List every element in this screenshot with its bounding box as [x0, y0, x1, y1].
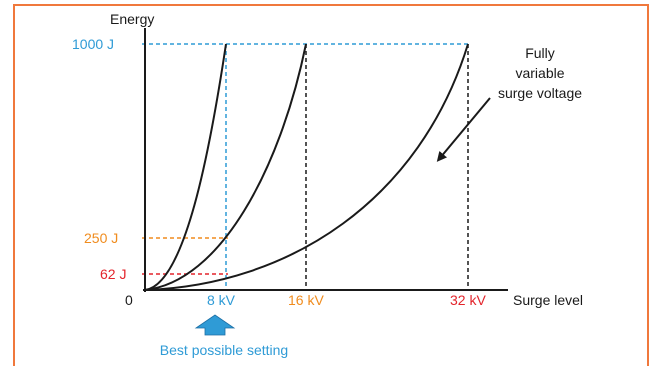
- annotation-line-3: surge voltage: [498, 85, 582, 101]
- energy-label-250j: 250 J: [84, 230, 118, 246]
- annotation-line-1: Fully: [525, 45, 555, 61]
- curve-16kv: [144, 43, 307, 291]
- energy-label-62j: 62 J: [100, 266, 126, 282]
- voltage-label-32kv: 32 kV: [450, 292, 486, 308]
- best-setting-label: Best possible setting: [160, 342, 288, 358]
- up-arrow-icon: [194, 314, 236, 336]
- voltage-label-16kv: 16 kV: [288, 292, 324, 308]
- energy-label-1000j: 1000 J: [72, 36, 114, 52]
- y-axis-label: Energy: [110, 11, 154, 27]
- voltage-label-8kv: 8 kV: [207, 292, 236, 308]
- x-axis-label: Surge level: [513, 292, 583, 308]
- diagram-frame: [13, 4, 649, 366]
- annotation-arrow-icon: [436, 97, 491, 162]
- annotation-line-2: variable: [515, 65, 564, 81]
- curve-8kv: [144, 43, 227, 291]
- curve-32kv: [144, 43, 469, 291]
- origin-label: 0: [125, 292, 133, 308]
